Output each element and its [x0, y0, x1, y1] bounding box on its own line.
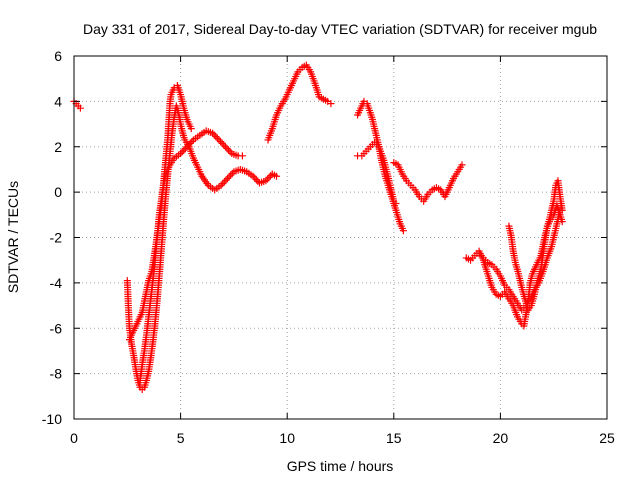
data-point-marker — [215, 136, 223, 144]
data-point-marker — [252, 176, 260, 184]
data-point-marker — [186, 139, 194, 147]
data-point-marker — [265, 173, 273, 181]
data-point-marker — [185, 141, 193, 149]
data-series — [70, 97, 84, 112]
x-tick-label: 15 — [386, 430, 402, 446]
data-point-marker — [180, 146, 188, 154]
y-tick-label: -8 — [50, 366, 63, 382]
data-point-marker — [221, 143, 229, 151]
data-series — [354, 138, 400, 207]
x-axis-label: GPS time / hours — [287, 458, 394, 474]
chart-title: Day 331 of 2017, Sidereal Day-to-day VTE… — [83, 21, 597, 37]
data-point-marker — [228, 169, 236, 177]
data-point-marker — [263, 175, 271, 183]
data-point-marker — [273, 172, 281, 180]
data-point-marker — [217, 138, 225, 146]
y-tick-label: -2 — [50, 230, 63, 246]
data-point-marker — [225, 146, 233, 154]
data-point-marker — [220, 141, 228, 149]
data-point-marker — [181, 144, 189, 152]
data-point-marker — [254, 177, 262, 185]
ticks-layer: 0 5 10 15 20 25 -10 -8 -6 -4 -2 0 2 4 6 — [42, 48, 615, 446]
x-tick-label: 0 — [70, 430, 78, 446]
y-tick-label: -10 — [42, 411, 62, 427]
x-tick-label: 5 — [177, 430, 185, 446]
y-tick-label: -6 — [50, 320, 63, 336]
data-point-marker — [224, 175, 232, 183]
data-point-marker — [188, 138, 196, 146]
data-point-marker — [251, 174, 259, 182]
data-point-marker — [392, 199, 400, 207]
data-point-marker — [76, 104, 84, 112]
data-series — [390, 159, 466, 205]
x-tick-label: 20 — [493, 430, 509, 446]
data-point-marker — [327, 100, 335, 108]
data-point-marker — [238, 152, 246, 160]
y-tick-label: 6 — [54, 48, 62, 64]
points-layer — [70, 61, 566, 394]
data-point-marker — [213, 134, 221, 142]
data-point-marker — [262, 177, 270, 185]
data-point-marker — [209, 129, 217, 137]
data-point-marker — [558, 218, 566, 226]
data-point-marker — [177, 150, 185, 158]
data-series — [264, 61, 335, 144]
data-point-marker — [178, 148, 186, 156]
y-tick-label: 2 — [54, 139, 62, 155]
x-tick-label: 25 — [599, 430, 615, 446]
data-point-marker — [227, 171, 235, 179]
data-point-marker — [223, 144, 231, 152]
data-point-marker — [212, 133, 220, 141]
data-point-marker — [210, 131, 218, 139]
y-tick-label: -4 — [50, 275, 63, 291]
data-series — [136, 127, 246, 384]
data-point-marker — [219, 180, 227, 188]
x-tick-label: 10 — [279, 430, 295, 446]
y-tick-label: 0 — [54, 184, 62, 200]
data-point-marker — [226, 148, 234, 156]
data-series — [505, 202, 566, 314]
data-point-marker — [458, 161, 466, 169]
data-point-marker — [225, 173, 233, 181]
y-axis-label: SDTVAR / TECUs — [5, 181, 21, 293]
data-point-marker — [183, 143, 191, 151]
data-point-marker — [222, 176, 230, 184]
data-point-marker — [399, 227, 407, 235]
data-series — [123, 102, 281, 394]
y-tick-label: 4 — [54, 93, 62, 109]
data-point-marker — [187, 125, 195, 133]
data-point-marker — [218, 139, 226, 147]
data-point-marker — [249, 172, 257, 180]
data-point-marker — [220, 178, 228, 186]
data-point-marker — [217, 181, 225, 189]
